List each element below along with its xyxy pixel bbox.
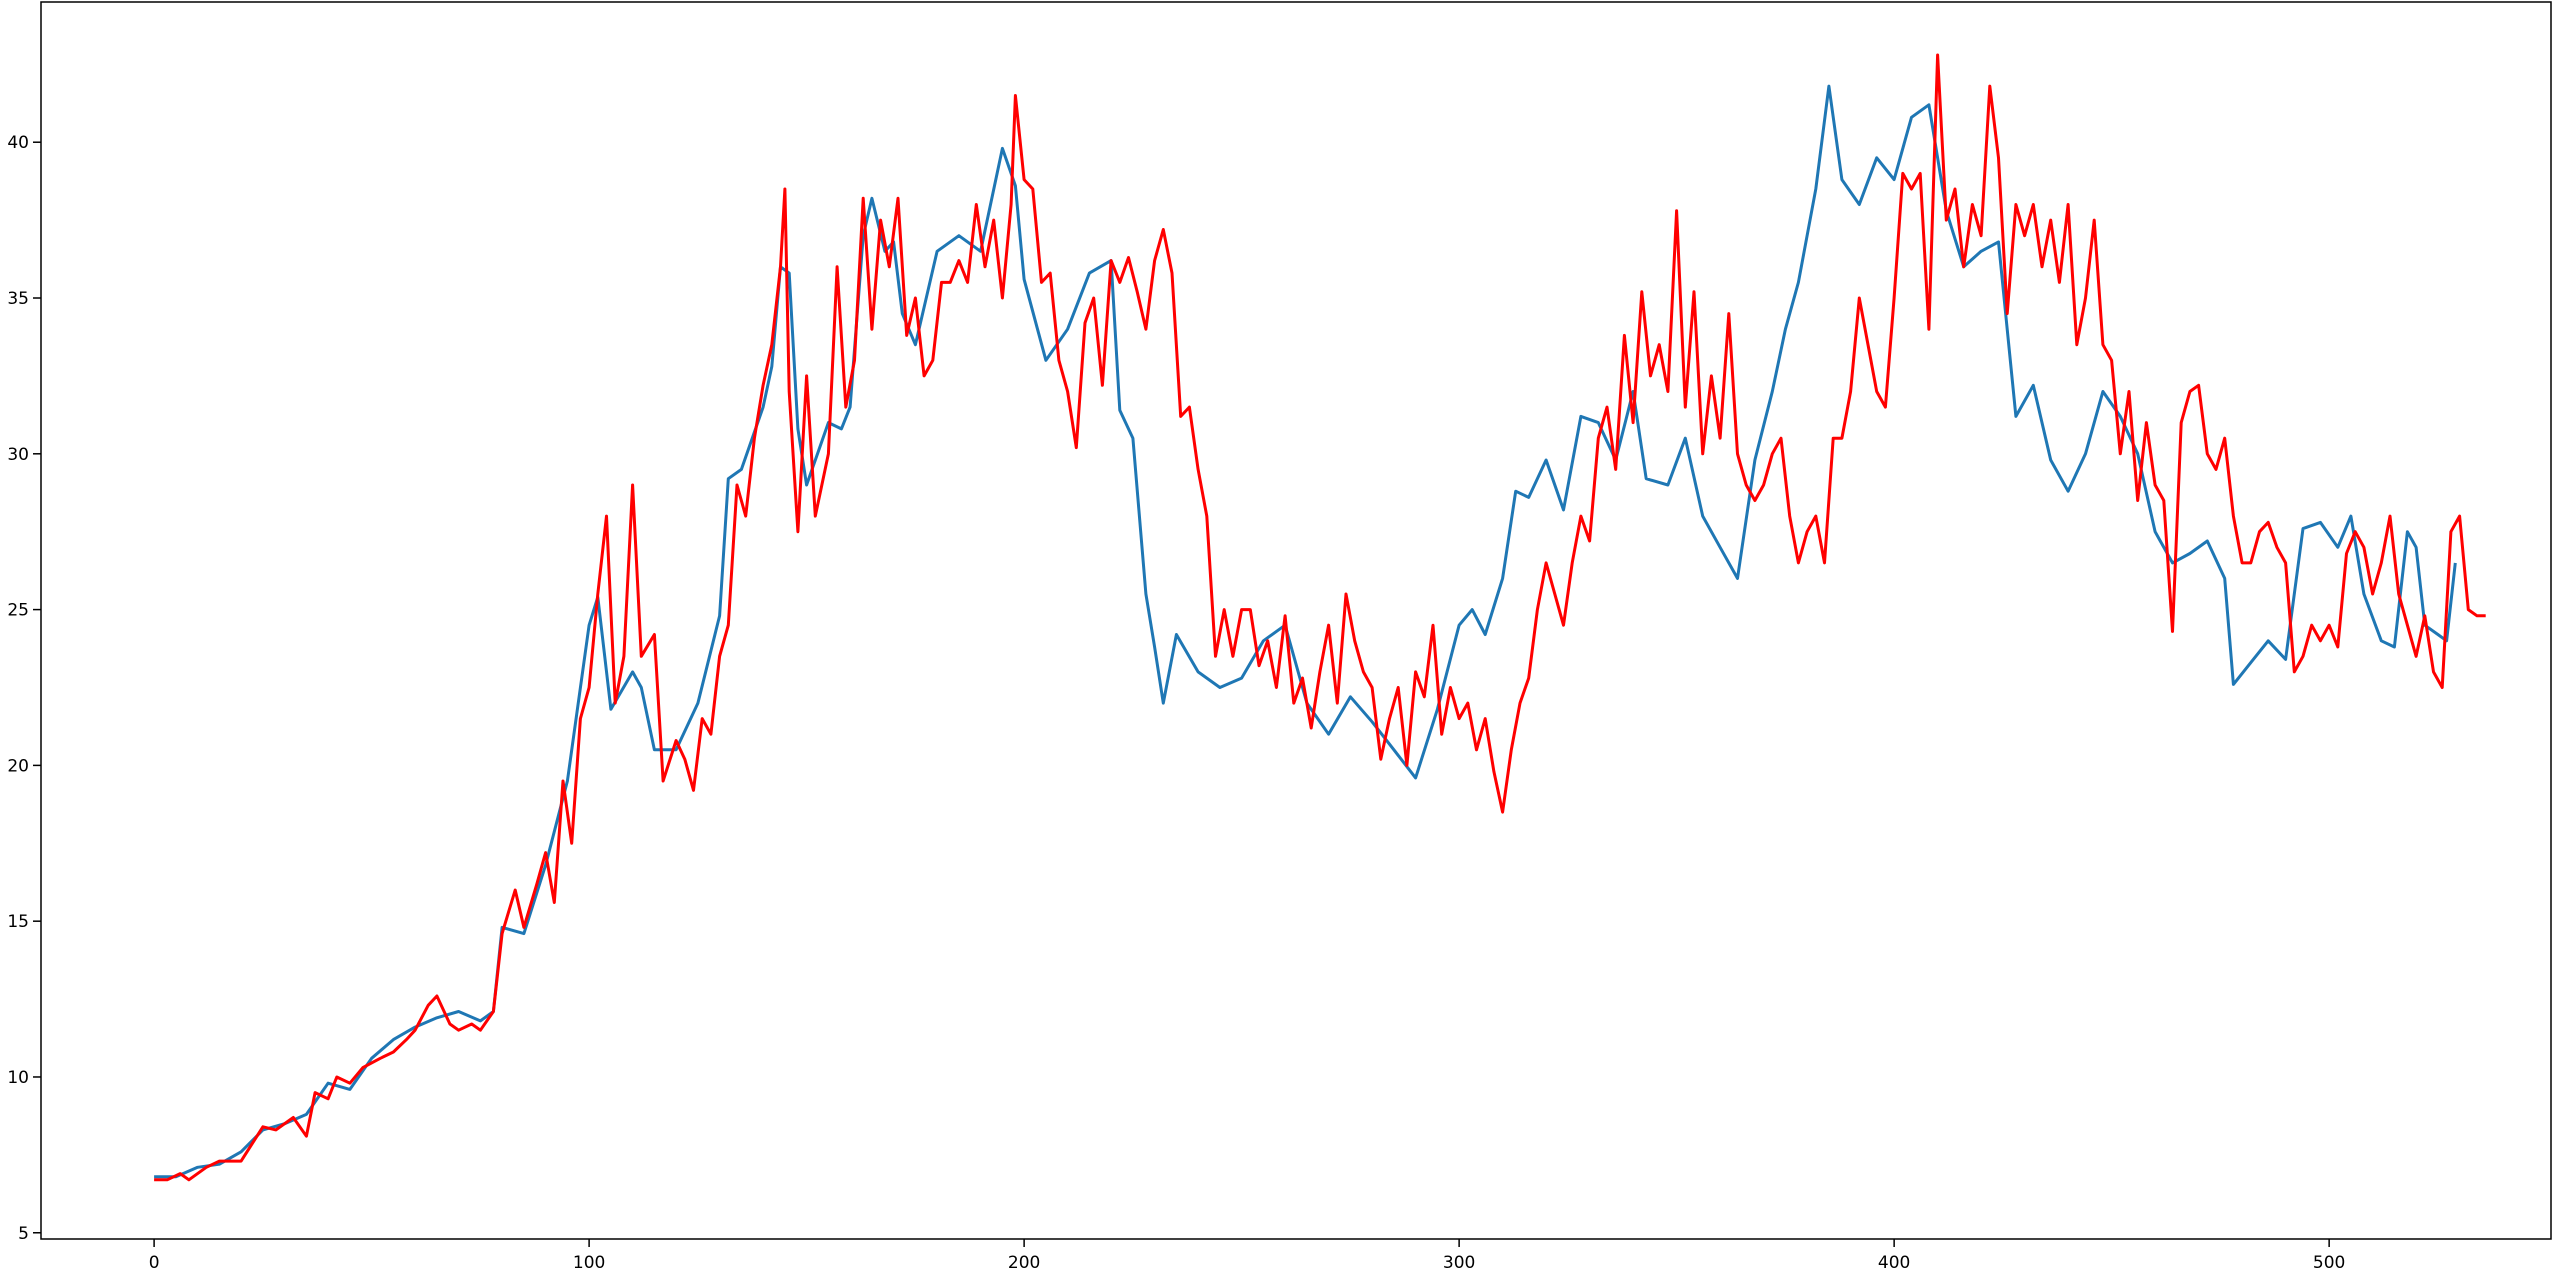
y-tick-label: 30 [7, 445, 29, 465]
series-line-1 [154, 84, 2457, 1179]
plot-area-frame [40, 1, 2552, 1240]
y-tick-label: 5 [18, 1224, 29, 1244]
y-tick-label: 20 [7, 756, 29, 776]
y-tick-label: 35 [7, 289, 29, 309]
x-tick-label: 100 [573, 1253, 605, 1273]
y-tick-label: 40 [7, 133, 29, 153]
x-tick-label: 400 [1878, 1253, 1910, 1273]
series-line-2 [154, 53, 2486, 1182]
y-tick-label: 15 [7, 912, 29, 932]
x-axis: 0 100 200 300 400 500 [149, 1239, 2345, 1273]
series-layer [154, 53, 2486, 1182]
y-tick-label: 10 [7, 1068, 29, 1088]
y-tick-label: 25 [7, 601, 29, 621]
x-tick-label: 300 [1443, 1253, 1475, 1273]
x-tick-label: 0 [149, 1253, 160, 1273]
y-axis: 5 10 15 20 25 30 35 40 [7, 133, 41, 1244]
x-tick-label: 200 [1008, 1253, 1040, 1273]
x-tick-label: 500 [2313, 1253, 2345, 1273]
